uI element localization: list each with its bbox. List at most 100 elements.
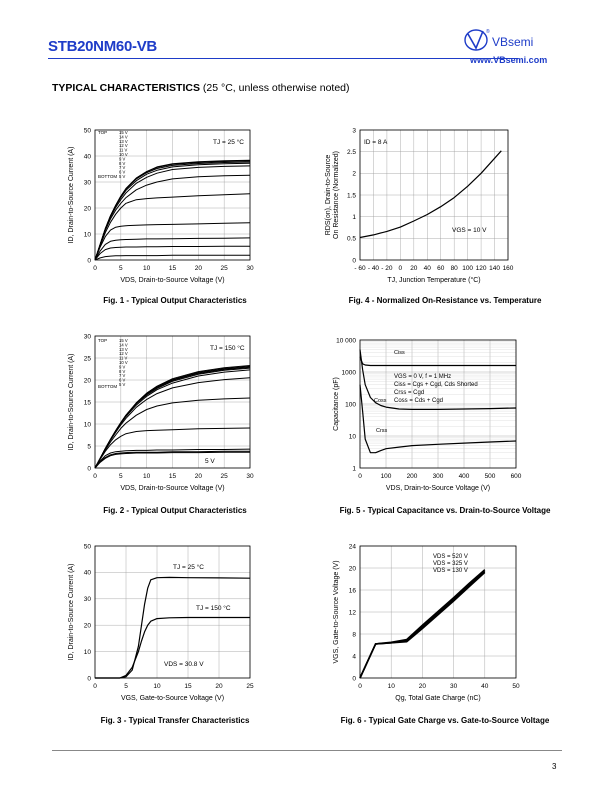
legend-bottom-label: BOTTOM bbox=[98, 384, 117, 389]
section-title: TYPICAL CHARACTERISTICS (25 °C, unless o… bbox=[52, 82, 350, 94]
x-tick-label: 0 bbox=[93, 265, 97, 272]
plot-frame bbox=[359, 129, 509, 261]
y-tick-label: 30 bbox=[84, 179, 92, 186]
x-tick-label: 30 bbox=[246, 473, 254, 480]
caption-fig6: Fig. 6 - Typical Gate Charge vs. Gate-to… bbox=[340, 716, 550, 725]
x-tick-label: - 60 bbox=[354, 265, 366, 272]
x-axis-label: Qg, Total Gate Charge (nC) bbox=[395, 695, 480, 702]
annotation-vgs: VGS = 10 V bbox=[452, 227, 487, 234]
x-tick-label: 20 bbox=[410, 265, 418, 272]
x-tick-label: 120 bbox=[476, 265, 487, 272]
x-tick-label: 200 bbox=[407, 473, 418, 480]
plot-frame bbox=[359, 545, 517, 679]
x-axis-label: VDS, Drain-to-Source Voltage (V) bbox=[120, 277, 224, 284]
legend-voltage: 8 V bbox=[119, 369, 125, 374]
x-tick-label: 500 bbox=[485, 473, 496, 480]
x-tick-label: 25 bbox=[246, 683, 254, 690]
y-tick-label: 16 bbox=[349, 587, 357, 594]
legend-voltage: 15 V bbox=[119, 338, 128, 343]
series-line bbox=[94, 174, 251, 261]
x-tick-label: 160 bbox=[503, 265, 514, 272]
x-tick-label: 0 bbox=[358, 473, 362, 480]
series-line bbox=[94, 245, 250, 261]
x-tick-label: 10 bbox=[388, 683, 396, 690]
x-tick-label: 10 bbox=[153, 683, 161, 690]
x-tick-label: 15 bbox=[169, 265, 177, 272]
x-axis-label: VGS, Gate-to-Source Voltage (V) bbox=[121, 695, 224, 702]
legend-voltage: 6 V bbox=[119, 378, 125, 383]
y-tick-label: 20 bbox=[84, 623, 92, 630]
plot-frame bbox=[94, 129, 251, 261]
part-number-title: STB20NM60-VB bbox=[48, 38, 157, 55]
x-tick-label: 20 bbox=[195, 473, 203, 480]
y-tick-label: 4 bbox=[352, 653, 356, 660]
x-tick-label: 30 bbox=[246, 265, 254, 272]
annotation-id: ID = 8 A bbox=[364, 139, 388, 146]
caption-fig2: Fig. 2 - Typical Output Characteristics bbox=[103, 506, 247, 515]
x-tick-label: 15 bbox=[169, 473, 177, 480]
y-tick-label: 10 bbox=[84, 421, 92, 428]
series-line bbox=[94, 193, 251, 261]
x-tick-label: 60 bbox=[437, 265, 445, 272]
chart-fig3: 0 5 10 15 20 25 0 10 20 30 40 50 VGS, Gate-to-Source… bbox=[68, 543, 254, 702]
legend-voltage: 7 V bbox=[119, 373, 125, 378]
caption-fig4: Fig. 4 - Normalized On-Resistance vs. Te… bbox=[348, 296, 542, 305]
x-tick-label: 10 bbox=[143, 473, 151, 480]
legend-voltage: 15 V bbox=[119, 130, 128, 135]
y-tick-label: 50 bbox=[84, 127, 92, 134]
x-tick-label: 10 bbox=[143, 265, 151, 272]
legend-voltage: 9 V bbox=[119, 364, 125, 369]
series-line bbox=[359, 349, 517, 411]
y-tick-label: 30 bbox=[84, 333, 92, 340]
legend-voltage: 6 V bbox=[119, 170, 125, 175]
y-tick-label: 0 bbox=[352, 675, 356, 682]
x-tick-label: 25 bbox=[221, 473, 229, 480]
legend-voltage: 7 V bbox=[119, 165, 125, 170]
series-line bbox=[359, 150, 502, 239]
series-line bbox=[94, 237, 251, 261]
capacitance-note: Ciss = Cgs + Cgd, Cds Shorted bbox=[394, 382, 478, 388]
x-tick-label: 20 bbox=[215, 683, 223, 690]
legend-voltage: 11 V bbox=[119, 148, 128, 153]
section-title-rest: (25 °C, unless otherwise noted) bbox=[199, 82, 350, 94]
x-tick-label: 5 bbox=[119, 265, 123, 272]
capacitance-note: VGS = 0 V, f = 1 MHz bbox=[394, 374, 451, 380]
x-tick-label: 20 bbox=[195, 265, 203, 272]
y-tick-label: 25 bbox=[84, 355, 92, 362]
legend-voltage: 14 V bbox=[119, 342, 128, 347]
legend-voltage: 13 V bbox=[119, 139, 128, 144]
y-tick-label: 10 bbox=[349, 433, 357, 440]
x-tick-label: 0 bbox=[358, 683, 362, 690]
y-tick-label: 15 bbox=[84, 399, 92, 406]
series-line bbox=[95, 576, 251, 679]
x-axis-label: TJ, Junction Temperature (°C) bbox=[387, 276, 480, 284]
series-label: Ciss bbox=[394, 350, 405, 356]
y-axis-label: Capacitance (pF) bbox=[333, 377, 340, 431]
series-line bbox=[94, 448, 251, 469]
chart-fig4: - 60- 40- 20 0 20 40 60 80 100 120 140 160 0 0.5 1 1.… bbox=[325, 127, 514, 284]
y-tick-label: 1 bbox=[352, 214, 356, 221]
x-tick-label: 0 bbox=[93, 473, 97, 480]
series-line bbox=[94, 451, 250, 469]
caption-fig3: Fig. 3 - Typical Transfer Characteristic… bbox=[100, 716, 250, 725]
y-axis-label: ID, Drain-to-Source Current (A) bbox=[68, 147, 75, 244]
series-line bbox=[94, 427, 251, 469]
capacitance-note: Coss = Cds + Cgd bbox=[394, 398, 443, 404]
x-tick-label: 20 bbox=[419, 683, 427, 690]
series-line bbox=[359, 384, 517, 454]
annotation-tj-25: TJ = 25 °C bbox=[173, 563, 204, 571]
y-tick-label: 0 bbox=[87, 465, 91, 472]
legend-top-label: TOP bbox=[98, 338, 107, 343]
series-label: Coss bbox=[374, 398, 387, 404]
x-axis-label: VDS, Drain-to-Source Voltage (V) bbox=[386, 485, 490, 492]
annotation-vds: VDS = 30.8 V bbox=[164, 661, 204, 668]
y-tick-label: 0 bbox=[352, 257, 356, 264]
legend-vds: VDS = 325 V bbox=[433, 561, 468, 567]
x-tick-label: 140 bbox=[489, 265, 500, 272]
brand-url[interactable]: www.VBsemi.com bbox=[470, 55, 548, 65]
x-tick-label: 100 bbox=[381, 473, 392, 480]
series-line bbox=[359, 569, 486, 679]
legend-voltage: 11 V bbox=[119, 356, 128, 361]
series-line bbox=[94, 397, 251, 469]
series-line bbox=[94, 165, 251, 261]
